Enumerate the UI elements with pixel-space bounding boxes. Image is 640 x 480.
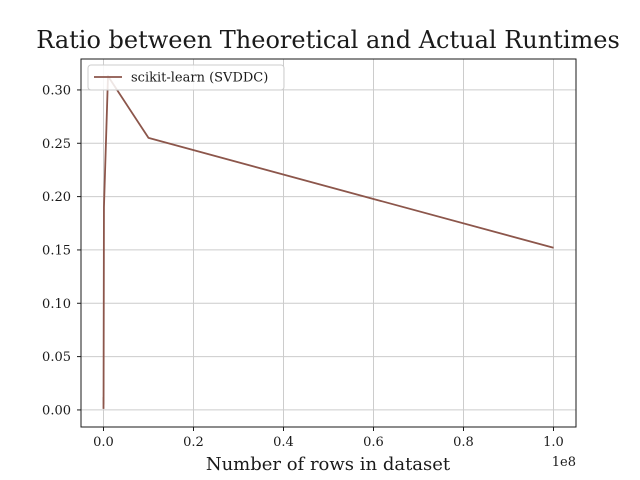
legend-box <box>87 64 285 91</box>
x-axis-label: Number of rows in dataset <box>206 454 451 475</box>
x-tick-label: 0.2 <box>183 435 204 450</box>
y-tick-label: 0.25 <box>42 137 71 152</box>
legend: scikit-learn (SVDDC) <box>87 64 285 91</box>
legend-label: scikit-learn (SVDDC) <box>131 71 268 86</box>
y-tick-label: 0.15 <box>42 243 71 258</box>
y-tick-label: 0.10 <box>42 297 71 312</box>
series-layer <box>102 75 554 409</box>
y-tick-label: 0.20 <box>42 190 71 205</box>
x-axis-offset-text: 1e8 <box>552 455 576 470</box>
grid-layer <box>81 59 576 427</box>
plot-area: 0.0 0.2 0.4 0.6 0.8 1.0 0.00 0.05 0.10 0.15 0.20 0.… <box>42 58 577 450</box>
x-tick-label: 0.6 <box>363 435 384 450</box>
x-tick-label: 1.0 <box>543 435 564 450</box>
plot-frame <box>80 58 577 428</box>
y-tick-label: 0.00 <box>42 403 71 418</box>
x-tick-label: 0.0 <box>93 435 114 450</box>
x-tick-label: 0.4 <box>273 435 294 450</box>
chart-title: Ratio between Theoretical and Actual Run… <box>36 26 620 54</box>
x-tick-label: 0.8 <box>453 435 474 450</box>
tick-layer: 0.0 0.2 0.4 0.6 0.8 1.0 0.00 0.05 0.10 0.15 0.20 0.… <box>42 83 564 450</box>
series-line <box>102 75 554 409</box>
y-tick-label: 0.05 <box>42 350 71 365</box>
y-tick-label: 0.30 <box>42 83 71 98</box>
